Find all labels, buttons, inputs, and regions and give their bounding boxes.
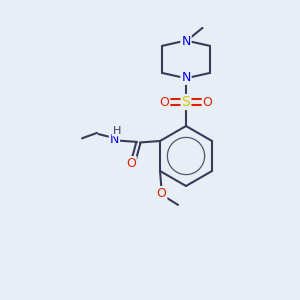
Text: N: N	[181, 35, 191, 48]
Text: O: O	[160, 95, 169, 109]
Text: O: O	[157, 187, 166, 200]
Text: N: N	[110, 133, 119, 146]
Text: O: O	[203, 95, 212, 109]
Text: H: H	[112, 125, 121, 136]
Text: S: S	[182, 95, 190, 109]
Text: N: N	[181, 71, 191, 84]
Text: O: O	[126, 157, 136, 170]
